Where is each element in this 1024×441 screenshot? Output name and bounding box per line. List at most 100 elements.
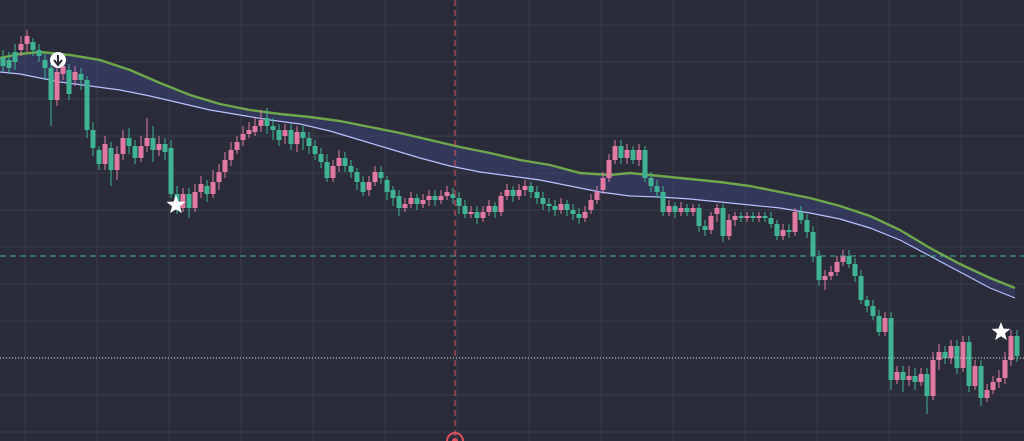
candle-body bbox=[186, 194, 192, 208]
candle-body bbox=[390, 190, 396, 198]
candle-body bbox=[816, 256, 822, 280]
candle-body bbox=[576, 214, 582, 218]
candle-body bbox=[780, 230, 786, 236]
candle-body bbox=[324, 162, 330, 178]
candle-body bbox=[558, 204, 564, 210]
candle-body bbox=[318, 154, 324, 162]
candle-body bbox=[6, 60, 12, 68]
candle-body bbox=[396, 196, 402, 208]
candle-body bbox=[630, 150, 636, 160]
candle-body bbox=[888, 318, 894, 380]
candle-body bbox=[972, 366, 978, 386]
candle-body bbox=[360, 182, 366, 192]
candle-body bbox=[528, 186, 534, 192]
candle-body bbox=[180, 194, 186, 208]
candle-body bbox=[1014, 336, 1020, 356]
crosshair-handle-dot bbox=[452, 438, 458, 441]
candle-body bbox=[222, 160, 228, 172]
candle-body bbox=[636, 150, 642, 160]
candle-body bbox=[378, 172, 384, 178]
candle-body bbox=[984, 390, 990, 398]
candle-body bbox=[18, 44, 24, 50]
candle-body bbox=[930, 360, 936, 396]
candle-body bbox=[492, 206, 498, 212]
candle-body bbox=[354, 172, 360, 182]
candle-body bbox=[936, 352, 942, 360]
candle-body bbox=[498, 196, 504, 212]
candle-body bbox=[246, 130, 252, 134]
candle-body bbox=[126, 138, 132, 146]
candle-body bbox=[876, 316, 882, 332]
candle-body bbox=[870, 306, 876, 316]
candle-body bbox=[882, 318, 888, 332]
candle-body bbox=[690, 208, 696, 212]
candle-body bbox=[48, 68, 54, 100]
candle-body bbox=[642, 150, 648, 178]
star-icon bbox=[166, 195, 186, 214]
candle-body bbox=[786, 230, 792, 232]
candle-body bbox=[420, 200, 426, 204]
candle-body bbox=[546, 204, 552, 206]
candle-body bbox=[108, 148, 114, 170]
candle-body bbox=[696, 208, 702, 226]
candle-body bbox=[798, 212, 804, 220]
candle-body bbox=[300, 132, 306, 138]
candle-body bbox=[336, 158, 342, 166]
candle-body bbox=[132, 146, 138, 158]
candle-body bbox=[714, 208, 720, 214]
candle-body bbox=[684, 208, 690, 212]
candle-body bbox=[294, 132, 300, 144]
candle-body bbox=[834, 262, 840, 272]
candle-body bbox=[828, 272, 834, 276]
candle-body bbox=[138, 146, 144, 158]
candle-body bbox=[840, 256, 846, 262]
candle-body bbox=[30, 42, 36, 50]
candle-body bbox=[144, 138, 150, 146]
candle-body bbox=[978, 366, 984, 398]
candle-body bbox=[252, 126, 258, 132]
candle-body bbox=[288, 130, 294, 144]
candle-body bbox=[894, 372, 900, 380]
candle-body bbox=[198, 184, 204, 192]
crosshair-handle-icon bbox=[446, 432, 464, 441]
candle-body bbox=[744, 216, 750, 218]
candle-body bbox=[12, 52, 18, 62]
candle-body bbox=[372, 172, 378, 182]
candle-body bbox=[588, 200, 594, 210]
candle-body bbox=[516, 190, 522, 196]
candles bbox=[0, 30, 1020, 414]
candle-body bbox=[906, 376, 912, 380]
candle-body bbox=[90, 130, 96, 148]
candle-body bbox=[348, 166, 354, 172]
candle-body bbox=[912, 376, 918, 382]
candle-body bbox=[216, 172, 222, 182]
candle-body bbox=[168, 148, 174, 194]
candle-body bbox=[426, 196, 432, 200]
candle-body bbox=[84, 80, 90, 130]
candle-body bbox=[486, 206, 492, 212]
ema-cloud-area bbox=[0, 52, 1015, 298]
candle-body bbox=[594, 192, 600, 200]
candle-body bbox=[948, 346, 954, 358]
candle-body bbox=[258, 120, 264, 126]
candle-body bbox=[0, 58, 6, 66]
candle-body bbox=[522, 186, 528, 190]
candle-body bbox=[240, 134, 246, 140]
candle-body bbox=[864, 300, 870, 306]
candle-body bbox=[414, 198, 420, 204]
candle-body bbox=[564, 204, 570, 210]
candle-body bbox=[438, 196, 444, 200]
candle-body bbox=[162, 144, 168, 152]
candle-body bbox=[504, 190, 510, 196]
candle-body bbox=[612, 146, 618, 160]
candle-body bbox=[774, 224, 780, 236]
candle-body bbox=[570, 210, 576, 214]
candle-body bbox=[600, 178, 606, 190]
candle-body bbox=[654, 186, 660, 192]
candle-body bbox=[330, 166, 336, 178]
candle-body bbox=[510, 190, 516, 196]
candle-body bbox=[648, 178, 654, 186]
signal-markers bbox=[50, 52, 1011, 341]
candle-body bbox=[534, 192, 540, 198]
